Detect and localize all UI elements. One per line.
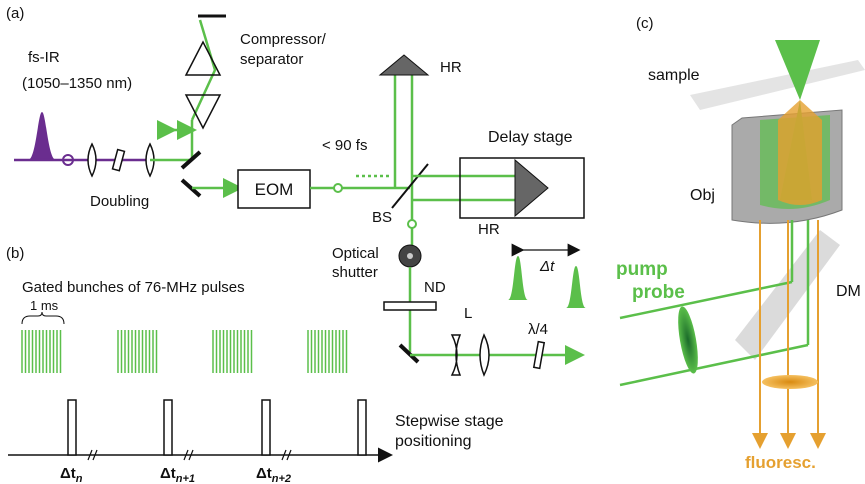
gates [68,400,366,455]
lens [88,144,96,176]
polarization [408,220,416,228]
lens [480,335,489,375]
delay-label: Δt [539,258,555,275]
gate [358,400,366,455]
pump-label: pump [616,259,668,280]
bs-label: BS [372,209,392,226]
pulse-width: < 90 fs [322,137,367,154]
waveplate-label: λ/4 [528,321,548,338]
source-label: fs-IR [28,49,60,66]
lens [674,305,702,375]
hr-label: HR [478,221,500,238]
nd-label: ND [424,279,446,296]
lens-label: L [464,305,472,322]
panel-label: (a) [6,5,24,22]
hr-mirror [380,55,428,75]
sample-slide [690,60,865,110]
gate [68,400,76,455]
stage-label: Stepwise stage [395,413,504,430]
beam-splitter [392,164,428,208]
sample-label: sample [648,67,700,84]
step-sub: n+1 [176,473,195,484]
doubling-label: Doubling [90,193,149,210]
fluorescence-cone [778,100,822,205]
dm-label: DM [836,283,861,300]
nd-filter [384,302,436,310]
eom-label: EOM [255,180,294,199]
delay-stage-label: Delay stage [488,129,573,146]
prism [186,42,220,75]
fluorescence-lens [762,375,818,389]
retroreflector [515,160,548,216]
gate [262,400,270,455]
pulse [566,266,586,308]
step-label: Δtn [60,465,83,484]
crystal [113,150,125,171]
step-label: Δtn+2 [256,465,291,484]
bunches [22,330,347,373]
ir-pulse [28,112,56,160]
pulse [508,256,528,300]
step-label: Δtn+1 [160,465,195,484]
brace [22,312,64,324]
gate [164,400,172,455]
panel-a: (a) fs-IR (1050–1350 nm) Compressor/ sep… [6,5,586,375]
range-label: (1050–1350 nm) [22,75,132,92]
stage-label: positioning [395,433,472,450]
fluorescence-label: fluoresc. [745,453,816,472]
panel-title: Gated bunches of 76-MHz pulses [22,279,245,296]
shutter-label: shutter [332,264,378,281]
probe-label: probe [632,282,685,303]
bunch-width: 1 ms [30,298,59,313]
panel-c: (c) sample Obj DM pump probe fluoresc. [616,15,865,472]
step-sub: n+2 [272,473,291,484]
figure: (a) fs-IR (1050–1350 nm) Compressor/ sep… [0,0,865,484]
panel-label: (b) [6,245,24,262]
shutter-label: Optical [332,245,379,262]
compressor-label: separator [240,51,303,68]
panel-label: (c) [636,15,654,32]
polarization [334,184,342,192]
waveplate [534,342,544,369]
compressor-label: Compressor/ [240,31,327,48]
hr-label: HR [440,59,462,76]
step-base: Δt [160,465,176,482]
step-base: Δt [60,465,76,482]
step-base: Δt [256,465,272,482]
objective-label: Obj [690,187,715,204]
step-sub: n [76,473,83,484]
shutter-center [407,253,413,259]
